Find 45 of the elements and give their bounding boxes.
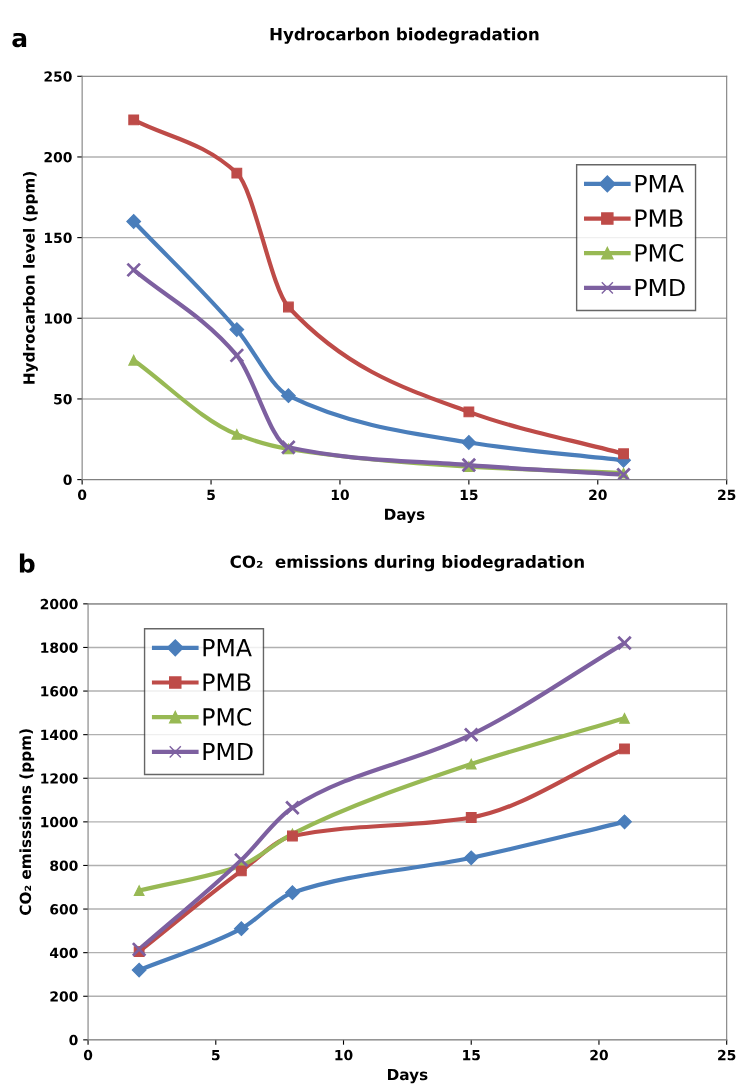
legend-label: PMB	[203, 673, 251, 691]
legend-label: PMD	[203, 742, 253, 761]
y-tick-label: 1600	[41, 686, 78, 697]
y-tick-label: 2000	[40, 598, 78, 610]
legend-label: PMA	[203, 638, 252, 657]
y-tick-label: 800	[50, 860, 78, 871]
x-tick-label: 20	[590, 1049, 608, 1061]
x-tick-label: 15	[460, 489, 478, 501]
chart-title: CO₂ emissions during biodegradation	[230, 555, 584, 572]
legend-label: PMB	[635, 209, 683, 227]
legend-label: PMC	[203, 707, 252, 726]
y-tick-label: 50	[54, 393, 72, 405]
x-tick-label: 0	[83, 1049, 93, 1061]
x-tick-label: 10	[331, 489, 349, 501]
y-tick-label: 600	[50, 904, 78, 915]
y-tick-label: 0	[63, 474, 72, 486]
legend-label: PMD	[635, 278, 685, 297]
x-axis-title: Days	[387, 1068, 428, 1084]
y-tick-label: 400	[49, 947, 78, 959]
y-tick-label: 150	[44, 232, 72, 244]
x-tick-label: 25	[718, 1049, 736, 1061]
y-axis-title: Hydrocarbon level (ppm)	[22, 172, 38, 384]
y-tick-label: 200	[44, 151, 72, 163]
x-axis-title: Days	[385, 508, 425, 524]
x-tick-label: 25	[718, 489, 736, 501]
y-tick-label: 1200	[41, 773, 78, 784]
x-tick-label: 20	[589, 489, 607, 501]
y-tick-label: 200	[50, 991, 78, 1002]
y-tick-label: 0	[69, 1034, 78, 1046]
chart-title: Hydrocarbon biodegradation	[270, 27, 539, 44]
x-tick-label: 15	[463, 1050, 480, 1061]
x-tick-label: 10	[335, 1049, 353, 1061]
y-tick-label: 100	[44, 313, 72, 324]
x-tick-label: 0	[77, 489, 87, 501]
y-tick-label: 1400	[41, 729, 78, 741]
y-axis-title: CO₂ emisssions (ppm)	[19, 729, 35, 915]
x-tick-label: 5	[207, 489, 215, 501]
y-tick-label: 250	[44, 71, 72, 82]
text: b	[19, 553, 35, 573]
text: a	[12, 32, 27, 48]
legend-label: PMC	[635, 243, 684, 262]
y-tick-label: 1800	[41, 642, 78, 653]
y-tick-label: 1000	[41, 816, 78, 828]
x-tick-label: 5	[212, 1050, 220, 1061]
legend-label: PMA	[635, 174, 684, 193]
